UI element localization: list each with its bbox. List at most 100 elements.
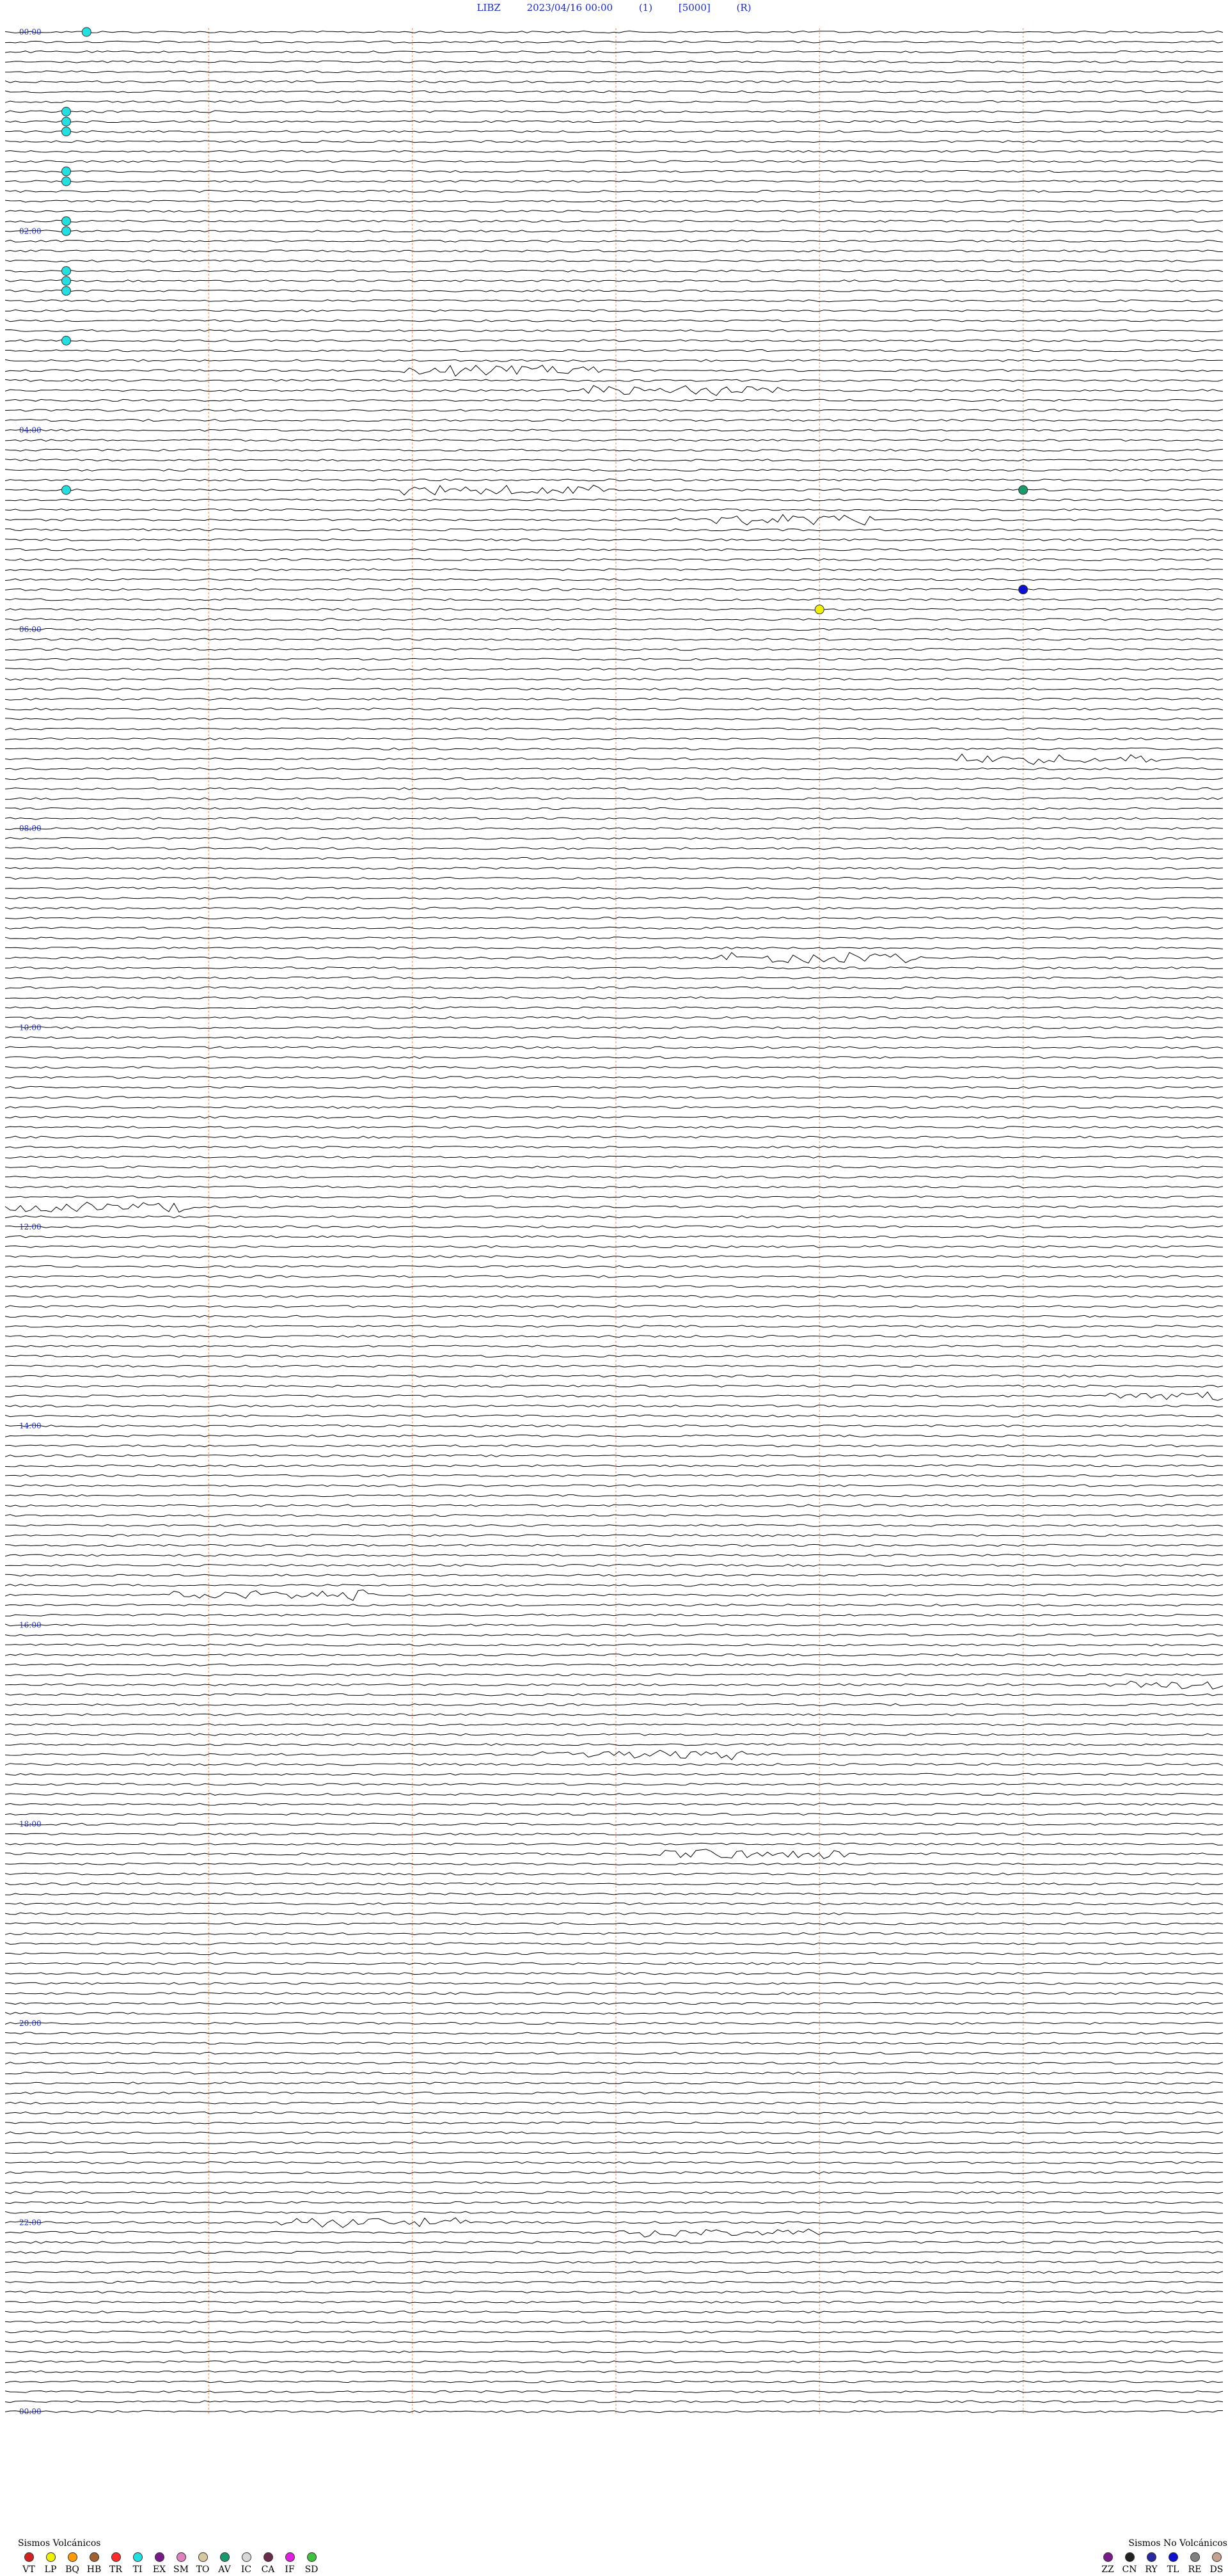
seismic-trace bbox=[4, 1245, 1224, 1249]
event-marker-ti bbox=[61, 116, 71, 127]
event-marker-ti bbox=[61, 166, 71, 177]
seismic-trace bbox=[4, 1653, 1224, 1657]
seismic-trace bbox=[4, 2131, 1224, 2135]
seismic-trace bbox=[5, 2360, 1224, 2364]
seismic-trace bbox=[4, 200, 1224, 203]
seismic-trace bbox=[4, 418, 1224, 422]
legend-volcanic-title: Sismos Volcánicos bbox=[18, 2538, 101, 2548]
seismic-trace bbox=[4, 230, 1224, 233]
seismic-trace bbox=[4, 2121, 1224, 2124]
legend-item-av: AV bbox=[214, 2552, 235, 2575]
seismic-trace bbox=[4, 1225, 1224, 1228]
seismic-trace bbox=[4, 2012, 1224, 2015]
seismic-trace bbox=[4, 90, 1224, 93]
seismic-trace bbox=[5, 1643, 1224, 1647]
seismic-trace bbox=[4, 1345, 1224, 1348]
seismic-trace bbox=[4, 807, 1224, 810]
legend-item-ry: RY bbox=[1140, 2552, 1162, 2575]
event-marker-av bbox=[1018, 485, 1028, 495]
seismic-trace bbox=[4, 1514, 1224, 1517]
seismic-trace bbox=[4, 514, 1224, 526]
seismic-trace bbox=[4, 2320, 1224, 2324]
seismic-trace bbox=[4, 906, 1224, 910]
seismic-trace bbox=[4, 2241, 1224, 2244]
seismic-trace bbox=[4, 1723, 1224, 1727]
seismic-trace bbox=[4, 180, 1224, 183]
seismic-trace bbox=[4, 797, 1224, 800]
seismic-trace bbox=[4, 1175, 1224, 1179]
seismic-trace bbox=[4, 1932, 1224, 1936]
seismic-trace bbox=[4, 608, 1224, 611]
hour-label: 00:00 bbox=[19, 2407, 42, 2416]
seismic-trace bbox=[4, 1026, 1224, 1029]
event-marker-ti bbox=[61, 226, 71, 236]
legend-swatch-icon bbox=[1211, 2552, 1222, 2562]
seismic-trace bbox=[4, 1922, 1224, 1925]
seismic-trace bbox=[4, 753, 1224, 765]
seismic-trace bbox=[4, 1444, 1223, 1448]
seismic-trace bbox=[4, 30, 1224, 34]
seismic-trace bbox=[4, 365, 1224, 377]
legend-swatch-icon bbox=[285, 2552, 295, 2562]
legend-code-label: IC bbox=[240, 2564, 252, 2575]
seismic-trace bbox=[4, 1812, 1224, 1816]
seismic-trace bbox=[4, 1673, 1224, 1677]
seismic-trace bbox=[4, 1006, 1224, 1009]
seismic-trace bbox=[4, 1474, 1224, 1478]
seismic-trace bbox=[4, 628, 1224, 631]
legend-nonvolcanic-title: Sismos No Volcánicos bbox=[1128, 2538, 1227, 2548]
legend-swatch-icon bbox=[154, 2552, 164, 2562]
seismic-trace bbox=[4, 568, 1224, 571]
seismic-trace bbox=[4, 385, 1224, 397]
seismic-trace bbox=[4, 1036, 1224, 1039]
legend-swatch-icon bbox=[89, 2552, 99, 2562]
legend-code-label: LP bbox=[44, 2564, 57, 2575]
legend-code-label: TO bbox=[196, 2564, 210, 2575]
seismic-trace bbox=[4, 2311, 1224, 2314]
seismic-trace bbox=[4, 827, 1224, 830]
event-marker-ti bbox=[61, 485, 71, 495]
seismic-trace bbox=[4, 1265, 1223, 1268]
seismic-trace bbox=[4, 1872, 1224, 1876]
legend-code-label: HB bbox=[86, 2564, 102, 2575]
legend-code-label: DS bbox=[1209, 2564, 1224, 2575]
seismic-trace bbox=[4, 1842, 1224, 1845]
seismic-trace bbox=[4, 1305, 1224, 1308]
event-marker-lp bbox=[814, 604, 824, 615]
seismic-trace bbox=[4, 737, 1224, 741]
legend-swatch-icon bbox=[67, 2552, 77, 2562]
legend-swatch-icon bbox=[1168, 2552, 1178, 2562]
seismic-trace bbox=[4, 896, 1224, 900]
seismic-trace bbox=[4, 468, 1224, 471]
seismic-trace bbox=[4, 2380, 1224, 2383]
seismic-trace bbox=[4, 1235, 1224, 1238]
legend-item-tr: TR bbox=[105, 2552, 127, 2575]
chart-header: LIBZ 2023/04/16 00:00 (1) [5000] (R) bbox=[0, 0, 1228, 17]
seismic-trace bbox=[4, 1046, 1224, 1049]
seismic-trace bbox=[4, 1391, 1224, 1401]
seismic-trace bbox=[4, 1424, 1224, 1428]
seismic-trace bbox=[4, 1504, 1224, 1507]
legend-code-label: RY bbox=[1145, 2564, 1158, 2575]
hour-label: 10:00 bbox=[19, 1023, 42, 1032]
seismic-trace bbox=[4, 439, 1224, 442]
seismic-trace bbox=[4, 2171, 1223, 2174]
hour-label: 18:00 bbox=[19, 1820, 42, 1829]
seismic-trace bbox=[4, 787, 1224, 791]
legend-item-to: TO bbox=[192, 2552, 214, 2575]
seismic-trace bbox=[4, 1912, 1224, 1915]
seismic-trace bbox=[4, 2141, 1224, 2144]
seismic-trace bbox=[4, 50, 1224, 54]
seismic-trace bbox=[4, 448, 1224, 452]
seismic-trace bbox=[5, 160, 1224, 163]
seismic-trace bbox=[4, 588, 1224, 591]
seismic-trace bbox=[4, 1992, 1224, 1995]
seismic-trace bbox=[4, 2032, 1224, 2035]
seismic-trace bbox=[4, 996, 1224, 999]
seismic-trace bbox=[4, 986, 1224, 990]
seismic-trace bbox=[4, 249, 1224, 253]
legend-swatch-icon bbox=[219, 2552, 230, 2562]
legend-item-ex: EX bbox=[148, 2552, 170, 2575]
legend-item-hb: HB bbox=[83, 2552, 105, 2575]
seismic-trace bbox=[4, 857, 1224, 860]
